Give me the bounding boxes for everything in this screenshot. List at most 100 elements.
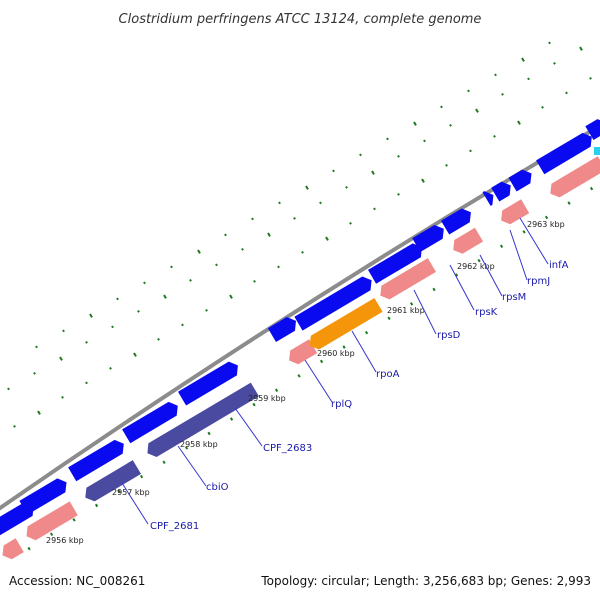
outer-dot (305, 185, 309, 190)
outer-dot (85, 381, 88, 385)
gene-label-rplq[interactable]: rplQ (331, 399, 352, 410)
scale-labels: 2956 kbp 2957 kbp 2958 kbp 2959 kbp 2960… (46, 220, 565, 545)
outer-dot (251, 217, 254, 221)
reverse-gene-arrow[interactable] (453, 227, 484, 254)
outer-dot (301, 250, 304, 254)
outer-dot (35, 345, 38, 349)
outer-dot (170, 265, 173, 269)
reverse-gene-arrow[interactable] (550, 156, 600, 198)
reverse-gene-arrow[interactable] (501, 199, 530, 225)
scale-label: 2961 kbp (387, 306, 425, 315)
forward-gene-arrow[interactable] (491, 181, 511, 202)
gene-label-rpsk[interactable]: rpsK (475, 307, 498, 318)
reverse-gene-arrow[interactable] (26, 501, 78, 541)
scale-tick (364, 330, 369, 335)
forward-gene-arrow[interactable] (508, 169, 532, 192)
outer-dot (579, 46, 583, 51)
map-title: Clostridium perfringens ATCC 13124, comp… (119, 12, 482, 27)
outer-dot (116, 297, 119, 301)
scale-tick (499, 244, 504, 249)
reverse-gene-arrow[interactable] (2, 538, 24, 560)
outer-dot (325, 236, 329, 241)
label-leader-line (479, 254, 503, 297)
outer-dot (373, 207, 376, 211)
scale-label: 2956 kbp (46, 536, 84, 545)
scale-ticks (27, 186, 594, 551)
gene-label-cpf-2681[interactable]: CPF_2681 (150, 521, 199, 532)
label-leader-line (413, 289, 437, 335)
scale-tick (49, 532, 54, 537)
forward-gene-arrow[interactable] (482, 191, 494, 206)
gene-label-leaders (121, 217, 549, 525)
forward-gene-arrow[interactable] (441, 208, 471, 235)
gene-label-cpf-2683[interactable]: CPF_2683 (263, 443, 312, 454)
scale-tick (184, 446, 189, 450)
scale-tick (72, 518, 76, 522)
forward-gene-arrow[interactable] (412, 225, 444, 252)
outer-dot (413, 121, 417, 126)
forward-gene-arrow[interactable] (294, 276, 372, 331)
gene-label-cbio[interactable]: cbiO (206, 482, 229, 493)
outer-dot (33, 371, 36, 375)
label-leader-line (234, 407, 263, 447)
gene-label-rpmj[interactable]: rpmJ (527, 276, 550, 287)
gene-label-infa[interactable]: infA (549, 260, 569, 271)
forward-gene-arrow[interactable] (68, 439, 124, 482)
gene-fragment[interactable] (594, 147, 600, 155)
forward-gene-arrow[interactable] (368, 243, 422, 284)
outer-dot (445, 163, 448, 167)
label-leader-line (509, 229, 528, 281)
scale-tick (207, 431, 211, 436)
outer-dot (332, 169, 335, 173)
outer-dot (189, 278, 192, 282)
scale-label: 2962 kbp (457, 262, 495, 271)
label-leader-line (519, 217, 549, 265)
reverse-gene-arrow[interactable] (380, 258, 436, 300)
outer-dot (224, 233, 227, 237)
scale-tick (27, 546, 31, 551)
gene-arrow-rpoa[interactable] (309, 298, 383, 350)
outer-dot (527, 77, 530, 81)
outer-dot (349, 221, 352, 225)
scale-tick (94, 503, 99, 508)
gene-label-rpsd[interactable]: rpsD (437, 330, 461, 341)
outer-dot (197, 249, 201, 254)
forward-gene-arrow[interactable] (536, 132, 592, 175)
scale-tick (162, 460, 166, 465)
outer-dot (475, 108, 479, 113)
gene-label-rpsm[interactable]: rpsM (502, 292, 526, 303)
forward-gene-arrow[interactable] (19, 478, 67, 515)
outer-dot (440, 105, 443, 109)
forward-gene-arrow[interactable] (178, 361, 238, 406)
scale-tick (297, 374, 301, 378)
outer-dot (278, 201, 281, 205)
outer-dot (397, 192, 400, 196)
scale-label: 2960 kbp (317, 349, 355, 358)
outer-dot (371, 170, 375, 175)
outer-dot (89, 313, 93, 318)
forward-gene-arrow[interactable] (267, 317, 296, 342)
outer-dot (62, 329, 65, 333)
label-leader-line (449, 264, 475, 311)
gene-label-rpoa[interactable]: rpoA (376, 369, 400, 380)
outer-dot (469, 149, 472, 153)
gene-arrow-cbio[interactable] (147, 382, 259, 457)
scale-label: 2959 kbp (248, 394, 286, 403)
accession-text: Accession: NC_008261 (9, 574, 145, 588)
scale-label: 2957 kbp (112, 488, 150, 497)
forward-gene-arrow[interactable] (122, 401, 178, 444)
outer-dot (345, 185, 348, 189)
scale-tick (544, 215, 549, 220)
forward-gene-arrow[interactable] (585, 119, 600, 140)
gene-arrow-cpf-2681[interactable] (85, 460, 141, 502)
outer-dot (589, 76, 592, 80)
outer-dot (565, 91, 568, 95)
label-leader-line (304, 359, 333, 403)
label-leader-line (351, 330, 377, 373)
label-leader-line (177, 445, 207, 487)
outer-dot-rings (7, 41, 592, 428)
outer-dot (229, 294, 233, 299)
outer-dot (215, 263, 218, 267)
